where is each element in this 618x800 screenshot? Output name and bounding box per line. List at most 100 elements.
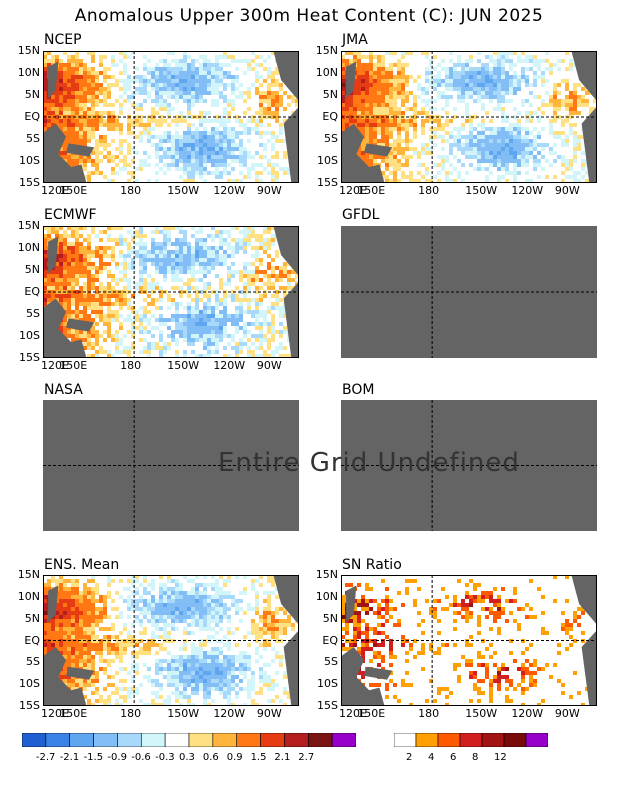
colorbar-swatch: [45, 733, 71, 747]
panel-title-ens: ENS. Mean: [44, 557, 120, 573]
land-new-guinea: [66, 143, 95, 157]
lat-tick-label: 5N: [24, 88, 40, 101]
lat-tick-label: 5N: [24, 611, 40, 625]
lon-tick-label: 120W: [511, 184, 544, 197]
lon-tick-label: 90W: [554, 707, 580, 720]
colorbar-swatch: [284, 733, 309, 747]
colorbar-swatch: [394, 733, 417, 747]
lon-tick-label: 150E: [59, 707, 88, 720]
land-australia: [356, 687, 385, 706]
colorbar-swatch: [164, 733, 190, 747]
lon-tick-label: 150W: [465, 184, 498, 197]
panel-frame: [341, 51, 597, 183]
lon-tick-label: 120E: [339, 707, 367, 720]
lon-tick-label: 180: [418, 707, 440, 720]
colorbar-swatch: [22, 733, 47, 747]
lat-tick-label: 15S: [19, 351, 40, 364]
lat-tick-label: 10S: [317, 677, 338, 691]
lon-tick-label: 150E: [357, 184, 386, 197]
undefined-grid-text: Entire Grid Undefined: [218, 448, 520, 478]
lat-tick-label: 15S: [19, 699, 40, 712]
lat-tick-label: 10N: [17, 589, 40, 603]
lat-tick-label: 10S: [317, 154, 338, 167]
sn-colorbar: [394, 733, 548, 747]
lon-tick-label: 150E: [59, 359, 88, 372]
panel-title-nasa: NASA: [44, 382, 83, 398]
land-south-america: [283, 106, 299, 183]
colorbar-tick-label: 2.7: [298, 752, 315, 763]
land-mask: [43, 51, 299, 183]
colorbar-tick-label: 12: [494, 752, 507, 763]
gfdl-map: [341, 226, 597, 358]
lon-tick-label: 150E: [59, 184, 88, 197]
land-mask: [341, 51, 597, 183]
lat-tick-label: 15S: [19, 176, 40, 189]
panel-title-bom: BOM: [342, 382, 375, 398]
colorbar-tick-label: 4: [428, 752, 435, 763]
ncep-map: [43, 51, 299, 183]
figure-title: Anomalous Upper 300m Heat Content (C): J…: [74, 6, 544, 26]
colorbar-tick-label: 1.5: [250, 752, 267, 763]
lat-tick-label: 15S: [317, 699, 338, 712]
land-australia: [58, 164, 87, 183]
panel-frame: [43, 51, 299, 183]
colorbar-tick-label: -2.7: [35, 752, 56, 763]
land-new-guinea: [66, 318, 95, 332]
land-central-america: [273, 226, 299, 277]
lon-tick-label: 90W: [256, 184, 282, 197]
lon-tick-label: 180: [120, 184, 142, 197]
lon-tick-label: 90W: [256, 359, 282, 372]
colorbar-swatch: [212, 733, 238, 747]
colorbar-swatch: [69, 733, 94, 747]
lon-tick-label: 150W: [167, 359, 200, 372]
panel-title-sn: SN Ratio: [342, 557, 402, 573]
lon-tick-label: 150E: [357, 707, 386, 720]
land-mask: [43, 575, 299, 706]
land-new-guinea: [66, 666, 95, 680]
colorbar-tick-label: 6: [450, 752, 457, 763]
colorbar-tick-label: 0.9: [226, 752, 243, 763]
lat-tick-label: 10S: [19, 154, 40, 167]
land-central-america: [571, 51, 597, 102]
colorbar-swatch: [93, 733, 118, 747]
colorbar-swatch: [117, 733, 142, 747]
panel-frame: [43, 226, 299, 358]
panel-title-ncep: NCEP: [44, 32, 82, 48]
lon-tick-label: 120E: [41, 184, 69, 197]
lat-tick-label: 15N: [17, 219, 40, 232]
lon-tick-label: 180: [120, 707, 142, 720]
ens-map: [43, 575, 299, 706]
lon-tick-label: 120W: [511, 707, 544, 720]
colorbar-tick-label: -1.5: [83, 752, 104, 763]
ecmwf-map: [43, 226, 299, 358]
land-philippines: [346, 585, 357, 623]
lat-tick-label: EQ: [24, 633, 40, 647]
colorbar-swatch: [481, 733, 505, 747]
lat-tick-label: EQ: [24, 110, 40, 123]
land-philippines: [48, 236, 59, 274]
land-south-america: [283, 630, 299, 706]
colorbar-swatch: [331, 733, 356, 747]
lat-tick-label: 10N: [17, 66, 40, 79]
lon-tick-label: 120E: [339, 184, 367, 197]
colorbar-tick-label: 0.3: [179, 752, 195, 763]
colorbar-tick-label: 2.1: [274, 752, 291, 763]
land-new-guinea: [364, 666, 393, 680]
land-central-america: [273, 51, 299, 102]
land-central-america: [273, 575, 299, 625]
anomaly-colorbar: [22, 733, 356, 747]
lat-tick-label: 15N: [315, 44, 338, 57]
lat-tick-label: 10N: [315, 589, 338, 603]
colorbar-swatch: [459, 733, 483, 747]
lon-tick-label: 150W: [465, 707, 498, 720]
land-australia: [58, 687, 87, 706]
lat-tick-label: EQ: [322, 633, 338, 647]
lat-tick-label: 5S: [26, 307, 40, 320]
lon-tick-label: 90W: [554, 184, 580, 197]
colorbar-tick-label: 8: [472, 752, 479, 763]
colorbar-swatch: [437, 733, 461, 747]
land-south-america: [581, 106, 597, 183]
colorbar-tick-label: -0.6: [131, 752, 151, 763]
land-philippines: [48, 61, 59, 99]
land-maritime-continent: [43, 647, 74, 706]
